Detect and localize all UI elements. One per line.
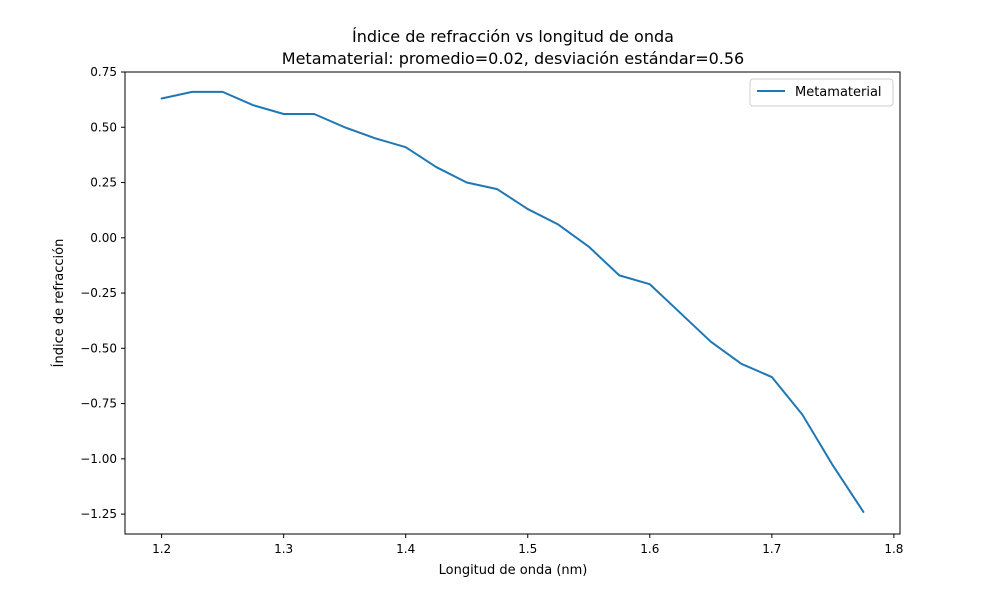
x-axis-label: Longitud de onda (nm)	[439, 563, 588, 578]
y-tick-label: 0.75	[90, 65, 117, 79]
y-tick-label: −0.75	[80, 397, 117, 411]
axis-ticks: 1.2 1.3 1.4 1.5 1.6 1.7 1.8 0.75 0.50 0.25 0.00 −0.…	[80, 65, 903, 556]
y-tick-label: −1.00	[80, 452, 117, 466]
legend-label: Metamaterial	[795, 85, 882, 100]
y-tick-label: 0.25	[90, 176, 117, 190]
x-tick-label: 1.8	[884, 542, 903, 556]
x-tick-label: 1.3	[274, 542, 293, 556]
x-tick-label: 1.4	[396, 542, 415, 556]
series-line-metamaterial	[160, 90, 865, 513]
y-tick-label: −1.25	[80, 507, 117, 521]
y-axis-label: Índice de refracción	[51, 239, 67, 368]
x-tick-label: 1.7	[762, 542, 781, 556]
x-tick-label: 1.5	[518, 542, 537, 556]
x-tick-label: 1.2	[152, 542, 171, 556]
chart-subtitle: Metamaterial: promedio=0.02, desviación …	[282, 49, 744, 68]
series-layer	[160, 90, 865, 513]
legend: Metamaterial	[749, 78, 894, 107]
legend-box	[749, 78, 894, 107]
chart-title: Índice de refracción vs longitud de onda	[352, 27, 674, 46]
y-tick-label: −0.50	[80, 341, 117, 355]
y-tick-label: −0.25	[80, 286, 117, 300]
plot-area-frame	[124, 71, 901, 535]
y-tick-label: 0.50	[90, 120, 117, 134]
y-tick-label: 0.00	[90, 231, 117, 245]
x-tick-label: 1.6	[640, 542, 659, 556]
